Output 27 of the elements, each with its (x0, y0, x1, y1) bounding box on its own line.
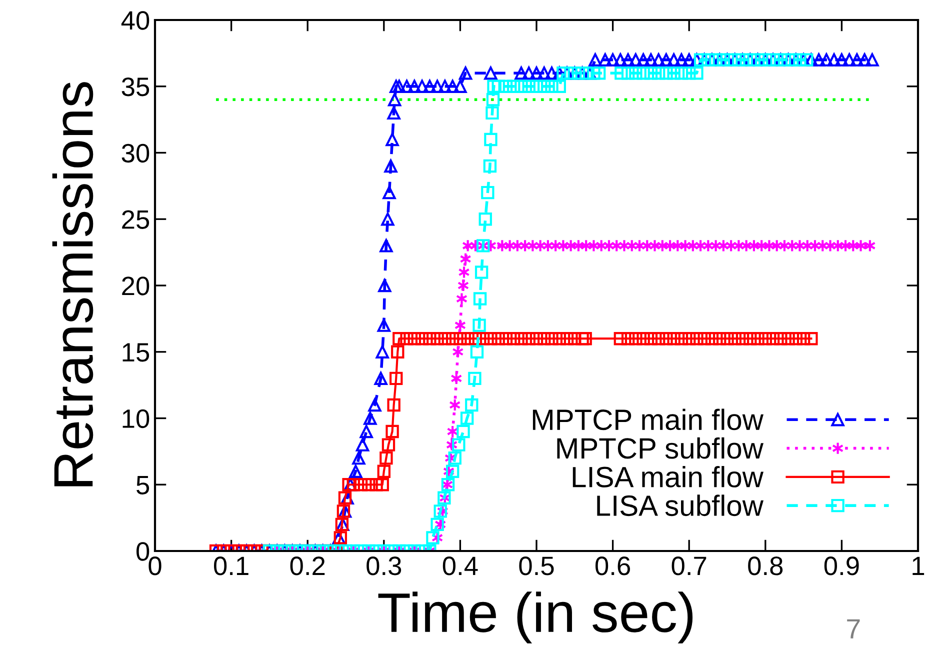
legend-label: LISA main flow (572, 466, 764, 488)
x-tick-label: 0.6 (595, 556, 630, 576)
legend-label: MPTCP subflow (557, 437, 764, 459)
x-tick-label: 0.9 (824, 556, 859, 576)
x-axis-title: Time (in sec) (378, 592, 693, 644)
y-axis-title: Retransmissions (52, 82, 94, 486)
y-tick-label: 15 (122, 343, 150, 362)
x-tick-label: 1 (912, 556, 924, 575)
x-tick-label: 0.4 (442, 556, 478, 576)
text: 7 (847, 619, 860, 638)
x-tick-label: 0 (148, 556, 162, 576)
y-tick-label: 5 (136, 476, 150, 494)
x-tick-label: 0.1 (214, 556, 248, 576)
y-tick-label: 10 (122, 409, 150, 428)
y-tick-label: 20 (122, 276, 150, 296)
x-tick-label: 0.5 (519, 556, 554, 576)
y-tick-label: 25 (122, 210, 150, 229)
legend-label: MPTCP main flow (532, 408, 764, 430)
y-tick-label: 40 (121, 11, 150, 30)
x-tick-label: 0.7 (672, 556, 706, 576)
x-tick-label: 0.8 (748, 556, 783, 576)
legend-label: LISA subflow (597, 494, 764, 516)
x-tick-label: 0.2 (290, 556, 325, 576)
y-tick-label: 35 (122, 78, 150, 96)
x-tick-label: 0.3 (366, 556, 402, 576)
y-tick-label: 30 (122, 144, 150, 163)
y-tick-label: 0 (136, 542, 150, 561)
